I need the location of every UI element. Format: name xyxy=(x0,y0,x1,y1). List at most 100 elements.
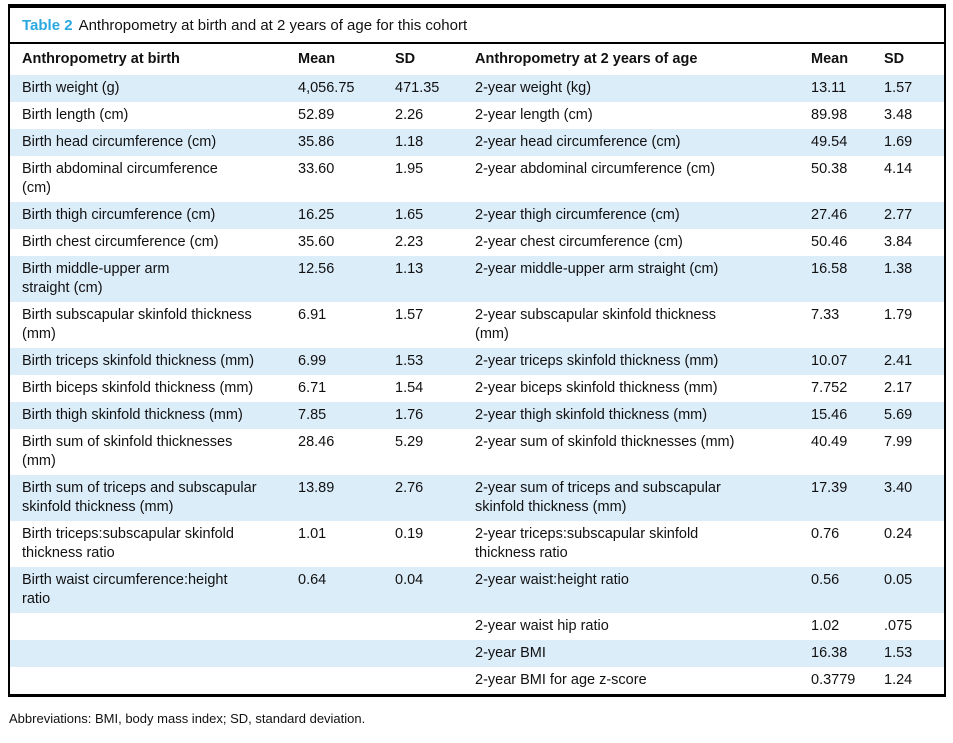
cell-2yr-mean: 13.11 xyxy=(811,80,847,96)
header-2yr-sd: SD xyxy=(884,51,905,67)
cell-birth-label: Birth subscapular skinfold thickness (mm… xyxy=(22,307,252,342)
cell-2yr-label: 2-year waist hip ratio xyxy=(475,618,609,634)
cell-birth-sd xyxy=(395,613,475,640)
cell-2yr-sd: 5.69 xyxy=(884,407,913,423)
table-row: Birth waist circumference:height ratio 0.… xyxy=(10,567,944,613)
cell-2yr-sd: 4.14 xyxy=(884,161,913,177)
cell-birth-mean xyxy=(298,640,395,667)
cell-2yr-mean: 0.56 xyxy=(811,572,840,588)
cell-2yr-mean: 7.752 xyxy=(811,380,848,396)
cell-2yr-label: 2-year sum of triceps and subscapular sk… xyxy=(475,480,721,515)
table-row: Birth triceps:subscapular skinfold thick… xyxy=(10,521,944,567)
cell-birth-mean: 28.46 xyxy=(298,434,335,450)
cell-birth-sd: 1.54 xyxy=(395,380,424,396)
table-row: Birth thigh circumference (cm) 16.25 1.65 2… xyxy=(10,202,944,229)
cell-birth-label: Birth length (cm) xyxy=(22,107,129,123)
table-caption: Table 2 Anthropometry at birth and at 2 y… xyxy=(10,8,944,44)
cell-birth-mean: 33.60 xyxy=(298,161,335,177)
cell-birth-mean: 16.25 xyxy=(298,207,335,223)
cell-2yr-label: 2-year middle-upper arm straight (cm) xyxy=(475,261,719,277)
table-row: Birth middle-upper arm straight (cm) 12.5… xyxy=(10,256,944,302)
header-birth-label: Anthropometry at birth xyxy=(22,51,180,67)
cell-2yr-label: 2-year subscapular skinfold thickness (m… xyxy=(475,307,716,342)
cell-birth-mean: 7.85 xyxy=(298,407,327,423)
cell-2yr-mean: 15.46 xyxy=(811,407,848,423)
table-row: Birth triceps skinfold thickness (mm) 6.9… xyxy=(10,348,944,375)
cell-2yr-label: 2-year abdominal circumference (cm) xyxy=(475,161,716,177)
cell-2yr-sd: 1.38 xyxy=(884,261,913,277)
cell-birth-label xyxy=(10,640,298,667)
table-row: Birth head circumference (cm) 35.86 1.18 2-… xyxy=(10,129,944,156)
cell-birth-label: Birth sum of skinfold thicknesses (mm) xyxy=(22,434,233,469)
cell-birth-sd: 1.57 xyxy=(395,307,424,323)
cell-birth-label: Birth middle-upper arm straight (cm) xyxy=(22,261,170,296)
cell-birth-sd: 0.04 xyxy=(395,572,424,588)
cell-birth-mean xyxy=(298,667,395,694)
cell-birth-mean: 6.99 xyxy=(298,353,327,369)
cell-2yr-mean: 17.39 xyxy=(811,480,848,496)
table-row: Birth sum of triceps and subscapular ski… xyxy=(10,475,944,521)
header-row: Anthropometry at birth Mean SD Anthropom… xyxy=(10,44,944,75)
cell-2yr-mean: 16.58 xyxy=(811,261,848,277)
cell-birth-sd: 2.76 xyxy=(395,480,424,496)
cell-birth-mean: 35.86 xyxy=(298,134,335,150)
cell-birth-label: Birth waist circumference:height ratio xyxy=(22,572,228,607)
cell-birth-sd: 1.65 xyxy=(395,207,424,223)
cell-birth-sd: 5.29 xyxy=(395,434,424,450)
cell-2yr-label: 2-year thigh circumference (cm) xyxy=(475,207,680,223)
cell-2yr-sd: 2.41 xyxy=(884,353,913,369)
header-birth-sd: SD xyxy=(395,51,416,67)
table-row: Birth thigh skinfold thickness (mm) 7.85 1… xyxy=(10,402,944,429)
cell-2yr-sd: 1.24 xyxy=(884,672,913,688)
cell-birth-label: Birth abdominal circumference (cm) xyxy=(22,161,218,196)
cell-birth-sd: 1.76 xyxy=(395,407,424,423)
cell-birth-sd: 1.53 xyxy=(395,353,424,369)
cell-birth-mean: 6.91 xyxy=(298,307,327,323)
cell-birth-sd: 471.35 xyxy=(395,80,440,96)
table-row: Birth biceps skinfold thickness (mm) 6.71… xyxy=(10,375,944,402)
cell-birth-sd xyxy=(395,640,475,667)
cell-birth-label: Birth weight (g) xyxy=(22,80,120,96)
cell-2yr-sd: 1.69 xyxy=(884,134,913,150)
cell-2yr-sd: 1.57 xyxy=(884,80,913,96)
cell-birth-sd: 0.19 xyxy=(395,526,424,542)
data-table: Anthropometry at birth Mean SD Anthropom… xyxy=(10,44,944,694)
cell-2yr-mean: 40.49 xyxy=(811,434,848,450)
table-row: Birth subscapular skinfold thickness (mm… xyxy=(10,302,944,348)
cell-birth-sd: 1.18 xyxy=(395,134,424,150)
cell-2yr-mean: 10.07 xyxy=(811,353,848,369)
cell-birth-label: Birth head circumference (cm) xyxy=(22,134,217,150)
table-number-label: Table 2 xyxy=(22,17,73,34)
cell-2yr-label: 2-year head circumference (cm) xyxy=(475,134,681,150)
cell-2yr-label: 2-year triceps skinfold thickness (mm) xyxy=(475,353,719,369)
cell-2yr-sd: 1.53 xyxy=(884,645,913,661)
cell-2yr-label: 2-year sum of skinfold thicknesses (mm) xyxy=(475,434,735,450)
table-row: 2-year BMI 16.38 1.53 xyxy=(10,640,944,667)
table-row: 2-year waist hip ratio 1.02 .075 xyxy=(10,613,944,640)
table-row: Birth sum of skinfold thicknesses (mm) 28… xyxy=(10,429,944,475)
cell-2yr-label: 2-year triceps:subscapular skinfold thic… xyxy=(475,526,699,561)
table-row: 2-year BMI for age z-score 0.3779 1.24 xyxy=(10,667,944,694)
cell-birth-mean: 52.89 xyxy=(298,107,335,123)
cell-birth-label: Birth biceps skinfold thickness (mm) xyxy=(22,380,254,396)
cell-birth-label xyxy=(10,613,298,640)
cell-2yr-sd: 0.24 xyxy=(884,526,913,542)
cell-2yr-mean: 16.38 xyxy=(811,645,848,661)
cell-2yr-sd: 0.05 xyxy=(884,572,913,588)
cell-birth-label xyxy=(10,667,298,694)
cell-2yr-mean: 0.3779 xyxy=(811,672,856,688)
cell-birth-label: Birth sum of triceps and subscapular ski… xyxy=(22,480,257,515)
table-header: Anthropometry at birth Mean SD Anthropom… xyxy=(10,44,944,75)
cell-2yr-sd: 2.77 xyxy=(884,207,913,223)
table-row: Birth chest circumference (cm) 35.60 2.23 2… xyxy=(10,229,944,256)
cell-2yr-mean: 50.38 xyxy=(811,161,848,177)
cell-2yr-label: 2-year length (cm) xyxy=(475,107,593,123)
cell-birth-label: Birth chest circumference (cm) xyxy=(22,234,219,250)
cell-birth-label: Birth triceps skinfold thickness (mm) xyxy=(22,353,255,369)
cell-birth-label: Birth thigh circumference (cm) xyxy=(22,207,216,223)
cell-2yr-mean: 50.46 xyxy=(811,234,848,250)
cell-birth-mean: 4,056.75 xyxy=(298,80,355,96)
cell-2yr-label: 2-year BMI xyxy=(475,645,546,661)
cell-birth-mean: 35.60 xyxy=(298,234,335,250)
cell-2yr-sd: 2.17 xyxy=(884,380,913,396)
